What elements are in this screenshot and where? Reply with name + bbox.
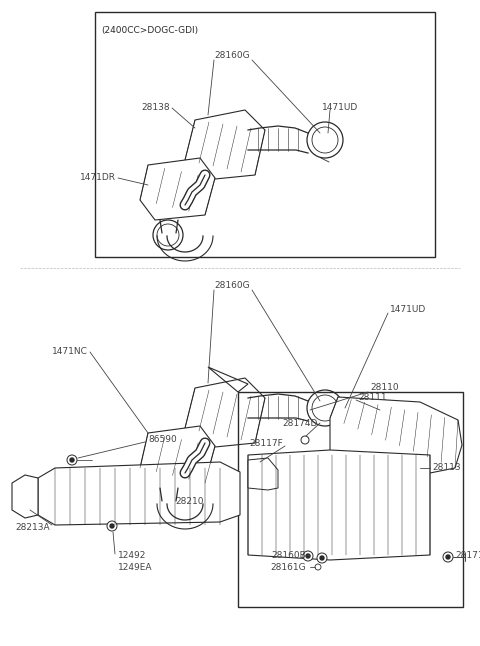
Text: 28171K: 28171K [455,550,480,559]
Text: 28213A: 28213A [15,523,50,532]
Circle shape [67,455,77,465]
Text: 28160B: 28160B [271,550,306,559]
Text: 28161G: 28161G [270,563,306,572]
Text: 1471UD: 1471UD [322,103,358,112]
Polygon shape [38,462,240,525]
Bar [95,12,435,257]
Text: 28160G: 28160G [214,52,250,61]
Text: 1471DR: 1471DR [80,174,116,183]
Circle shape [317,553,327,563]
Circle shape [110,524,114,528]
Circle shape [306,554,310,558]
Circle shape [315,564,321,570]
Circle shape [303,551,313,561]
Polygon shape [185,110,265,180]
Text: 28138: 28138 [142,103,170,112]
Text: 28117F: 28117F [249,439,283,448]
Polygon shape [185,378,265,448]
Text: 28174D: 28174D [283,419,318,428]
Polygon shape [140,426,215,488]
Polygon shape [140,158,215,220]
Text: 86590: 86590 [148,435,177,444]
Polygon shape [248,450,430,560]
Polygon shape [12,475,38,518]
Text: 1471NC: 1471NC [52,348,88,357]
Text: 12492: 12492 [118,552,146,561]
Circle shape [301,436,309,444]
Text: (2400CC>DOGC-GDI): (2400CC>DOGC-GDI) [101,26,198,35]
Circle shape [70,458,74,462]
Polygon shape [248,458,278,490]
Text: 28160G: 28160G [214,282,250,291]
Text: 1471UD: 1471UD [390,306,426,315]
Circle shape [107,521,117,531]
Circle shape [320,556,324,560]
Polygon shape [330,397,462,475]
Text: 28110: 28110 [370,384,398,393]
Circle shape [443,552,453,562]
Bar [238,392,463,607]
Circle shape [446,555,450,559]
Text: 28111: 28111 [358,393,386,402]
Text: 28113: 28113 [432,463,461,472]
Text: 1249EA: 1249EA [118,563,153,572]
Text: 28210: 28210 [175,497,204,506]
